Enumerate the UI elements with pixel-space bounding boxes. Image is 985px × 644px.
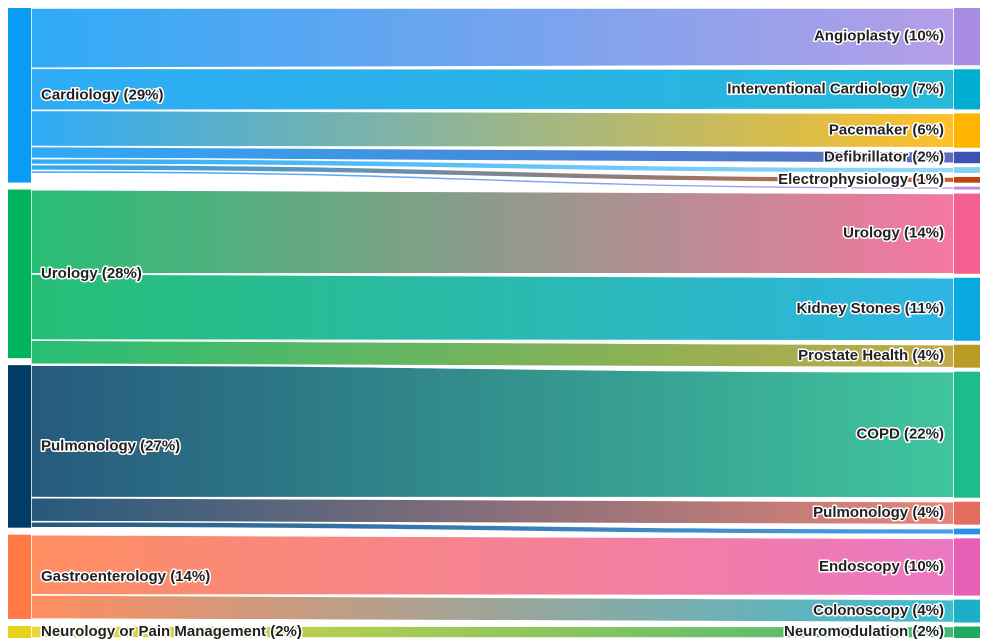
- source-label-neurology: Neurology or Pain Management (2%): [41, 623, 302, 640]
- link-urology-to-urology-t: [30, 188, 955, 275]
- target-node-electrophysiology: [954, 176, 980, 183]
- target-node-prostate: [954, 344, 980, 368]
- source-node-gastro: [8, 534, 31, 619]
- target-node-interventional: [954, 69, 980, 110]
- source-node-neurology: [8, 625, 31, 638]
- link-pulmonology-to-pulm-other: [30, 520, 955, 536]
- target-label-interventional: Interventional Cardiology (7%): [727, 80, 944, 97]
- source-label-gastro: Gastroenterology (14%): [41, 568, 210, 585]
- source-label-cardiology: Cardiology (29%): [41, 86, 164, 103]
- target-node-pulm-other: [954, 528, 980, 535]
- link-cardiology-to-pacemaker: [30, 109, 955, 149]
- sankey-links: [30, 7, 955, 639]
- target-label-endoscopy: Endoscopy (10%): [819, 558, 944, 575]
- target-label-colonoscopy: Colonoscopy (4%): [813, 602, 944, 619]
- link-cardiology-to-cardio-other-a: [30, 157, 955, 174]
- target-label-angioplasty: Angioplasty (10%): [814, 28, 944, 45]
- sankey-nodes: [8, 8, 980, 638]
- target-node-cardio-other-b: [954, 186, 980, 190]
- target-label-urology-t: Urology (14%): [843, 225, 944, 242]
- target-node-cardio-other-a: [954, 167, 980, 173]
- source-node-urology: [8, 189, 31, 359]
- link-gastro-to-endoscopy: [30, 533, 955, 597]
- target-label-defibrillator: Defibrillator (2%): [824, 148, 944, 165]
- target-label-kidney: Kidney Stones (11%): [796, 300, 944, 317]
- link-cardiology-to-cardio-other-b: [30, 169, 955, 191]
- target-label-copd: COPD (22%): [856, 426, 944, 443]
- target-node-urology-t: [954, 193, 980, 274]
- target-label-prostate: Prostate Health (4%): [798, 347, 944, 364]
- sankey-labels: Cardiology (29%) Urology (28%) Pulmonology…: [40, 26, 946, 642]
- link-gastro-to-colonoscopy: [30, 594, 955, 624]
- target-node-kidney: [954, 277, 980, 341]
- source-label-pulmonology: Pulmonology (27%): [41, 437, 180, 454]
- link-urology-to-kidney: [30, 273, 955, 342]
- target-label-pulmonology-t: Pulmonology (4%): [813, 504, 944, 521]
- target-node-copd: [954, 371, 980, 498]
- source-node-cardiology: [8, 8, 31, 183]
- source-label-urology: Urology (28%): [41, 265, 142, 282]
- target-node-neuromodulation: [954, 626, 980, 638]
- link-pulmonology-to-copd: [30, 364, 955, 499]
- link-cardiology-to-interventional: [30, 67, 955, 112]
- target-label-pacemaker: Pacemaker (6%): [829, 122, 944, 139]
- target-node-colonoscopy: [954, 599, 980, 623]
- target-node-endoscopy: [954, 538, 980, 596]
- source-node-pulmonology: [8, 365, 31, 528]
- target-node-angioplasty: [954, 8, 980, 66]
- target-label-electrophysiology: Electrophysiology (1%): [778, 171, 944, 188]
- target-node-defibrillator: [954, 151, 980, 164]
- target-node-pulmonology-t: [954, 501, 980, 525]
- target-node-pacemaker: [954, 113, 980, 148]
- target-label-neuromodulation: Neuromodulation (2%): [784, 623, 944, 640]
